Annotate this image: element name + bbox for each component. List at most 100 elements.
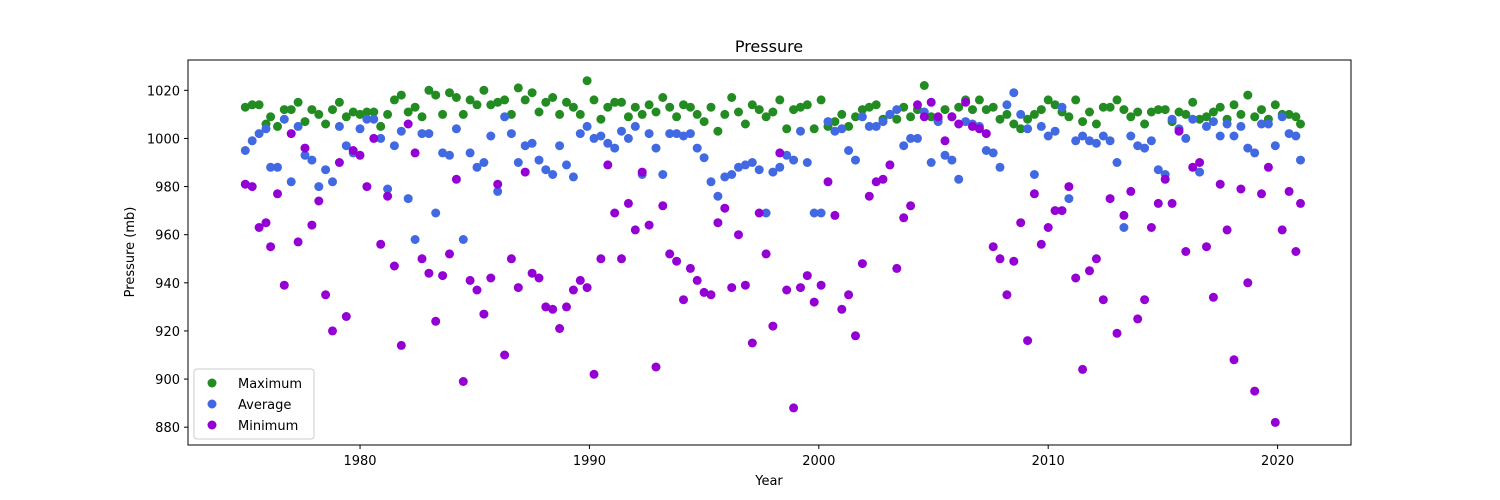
point-average-74 xyxy=(747,158,757,167)
point-maximum-72 xyxy=(734,107,743,117)
point-average-150 xyxy=(1270,141,1280,151)
point-maximum-58 xyxy=(637,109,647,119)
point-minimum-62 xyxy=(665,249,675,259)
point-maximum-81 xyxy=(796,102,805,112)
point-minimum-103 xyxy=(947,112,957,122)
x-tick-label-0: 1980 xyxy=(343,454,376,469)
point-average-55 xyxy=(617,126,626,136)
point-average-64 xyxy=(679,131,688,141)
point-minimum-112 xyxy=(1009,256,1019,266)
point-average-53 xyxy=(603,138,613,148)
point-minimum-25 xyxy=(410,148,420,158)
point-minimum-99 xyxy=(919,112,929,122)
point-minimum-56 xyxy=(623,198,633,208)
point-minimum-45 xyxy=(548,304,558,314)
point-maximum-69 xyxy=(713,126,723,136)
point-maximum-71 xyxy=(727,93,737,102)
point-maximum-79 xyxy=(782,124,792,134)
point-average-151 xyxy=(1277,112,1287,122)
point-maximum-7 xyxy=(286,105,296,115)
point-maximum-144 xyxy=(1229,100,1239,110)
point-minimum-72 xyxy=(734,230,743,240)
point-average-121 xyxy=(1071,136,1081,146)
point-maximum-53 xyxy=(603,102,613,112)
point-minimum-57 xyxy=(630,225,640,235)
point-maximum-83 xyxy=(809,124,819,134)
point-average-149 xyxy=(1263,119,1273,129)
point-maximum-18 xyxy=(362,107,372,117)
point-average-78 xyxy=(775,162,785,172)
point-minimum-119 xyxy=(1057,206,1067,216)
point-average-51 xyxy=(589,133,599,143)
point-minimum-145 xyxy=(1236,184,1246,194)
point-minimum-87 xyxy=(837,304,847,314)
point-maximum-113 xyxy=(1016,124,1026,134)
point-minimum-2 xyxy=(254,223,264,232)
point-minimum-124 xyxy=(1091,254,1101,264)
chart-title: Pressure xyxy=(735,37,803,56)
point-minimum-75 xyxy=(754,208,764,218)
point-maximum-5 xyxy=(273,121,282,131)
point-minimum-84 xyxy=(816,280,826,290)
point-average-13 xyxy=(328,177,337,187)
point-minimum-82 xyxy=(802,271,812,281)
point-maximum-99 xyxy=(919,81,929,90)
point-minimum-20 xyxy=(376,239,386,249)
point-average-59 xyxy=(644,129,654,139)
point-maximum-139 xyxy=(1195,114,1205,124)
point-minimum-133 xyxy=(1153,198,1163,208)
point-minimum-66 xyxy=(692,275,702,285)
point-minimum-52 xyxy=(596,254,606,264)
point-maximum-12 xyxy=(321,119,331,129)
point-maximum-76 xyxy=(761,112,771,122)
point-average-146 xyxy=(1243,143,1253,153)
point-average-15 xyxy=(341,141,351,151)
point-maximum-17 xyxy=(355,109,365,119)
point-average-65 xyxy=(685,129,695,139)
scatter-points xyxy=(240,76,1305,427)
point-average-31 xyxy=(451,124,461,134)
point-average-63 xyxy=(672,129,682,139)
point-average-42 xyxy=(527,138,537,148)
point-maximum-148 xyxy=(1257,105,1266,115)
point-average-114 xyxy=(1023,124,1033,134)
point-average-28 xyxy=(431,208,441,218)
point-maximum-67 xyxy=(699,117,709,127)
point-minimum-11 xyxy=(314,196,324,206)
point-maximum-75 xyxy=(754,105,764,115)
point-average-8 xyxy=(293,121,303,131)
point-average-104 xyxy=(954,174,964,184)
point-minimum-136 xyxy=(1174,126,1184,136)
point-average-87 xyxy=(837,124,847,134)
point-minimum-121 xyxy=(1071,273,1081,283)
point-minimum-89 xyxy=(851,331,860,341)
point-maximum-96 xyxy=(899,102,909,112)
point-maximum-59 xyxy=(644,100,654,110)
point-maximum-60 xyxy=(651,107,661,117)
point-maximum-63 xyxy=(672,112,682,122)
point-maximum-78 xyxy=(775,95,785,105)
point-maximum-35 xyxy=(479,85,489,95)
point-maximum-122 xyxy=(1078,117,1088,127)
point-maximum-90 xyxy=(857,105,867,115)
point-maximum-92 xyxy=(871,100,881,110)
point-minimum-65 xyxy=(685,263,695,273)
point-maximum-70 xyxy=(720,109,730,119)
point-minimum-115 xyxy=(1029,189,1039,199)
point-average-34 xyxy=(472,162,482,172)
point-minimum-44 xyxy=(541,302,551,312)
point-minimum-54 xyxy=(610,208,620,218)
point-maximum-27 xyxy=(424,85,434,95)
point-minimum-31 xyxy=(451,174,461,184)
point-minimum-29 xyxy=(438,271,448,281)
point-average-130 xyxy=(1133,141,1143,151)
point-maximum-33 xyxy=(465,95,475,105)
point-maximum-137 xyxy=(1181,109,1191,119)
point-minimum-123 xyxy=(1085,266,1094,276)
point-minimum-138 xyxy=(1188,162,1198,172)
point-minimum-0 xyxy=(240,179,250,189)
point-average-153 xyxy=(1291,131,1301,141)
point-minimum-33 xyxy=(465,275,475,285)
y-axis-label: Pressure (mb) xyxy=(123,207,138,298)
y-tick-label-4: 960 xyxy=(155,229,180,244)
